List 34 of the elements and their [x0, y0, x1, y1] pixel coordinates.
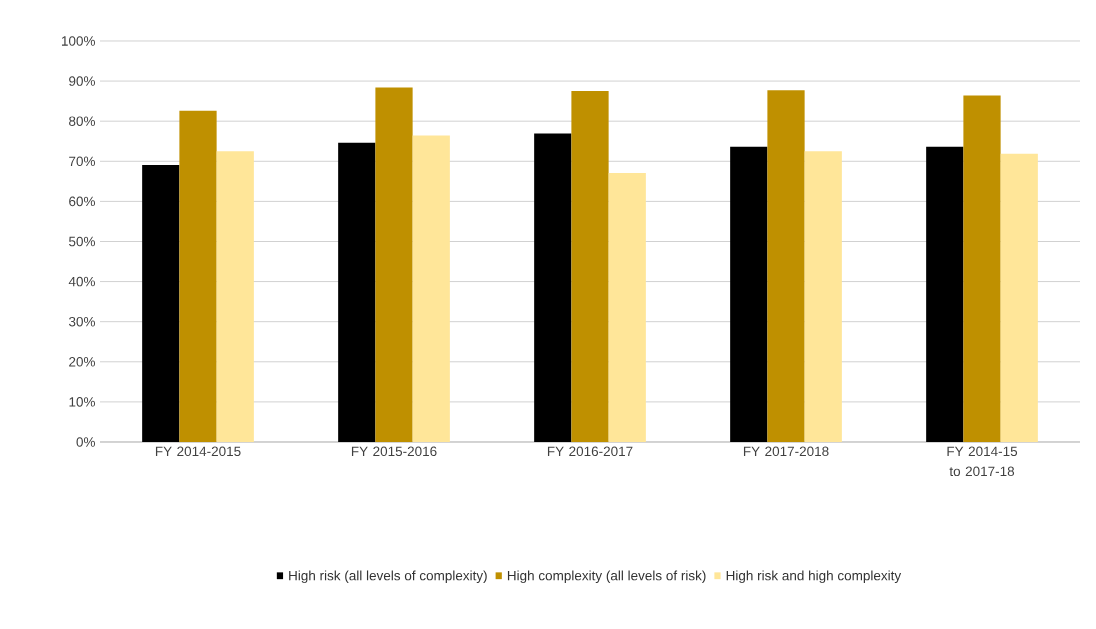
x-tick-label: FY 2014-2015 [155, 446, 241, 457]
y-tick-label: 40% [68, 276, 95, 287]
bar [216, 151, 254, 442]
x-tick-label: FY 2016-2017 [547, 446, 633, 457]
bar [338, 142, 376, 442]
x-tick-label: FY 2015-2016 [351, 446, 437, 457]
bar [767, 90, 805, 442]
y-tick-label: 50% [69, 236, 95, 247]
y-tick-label: 20% [69, 357, 95, 367]
bar [534, 133, 572, 442]
x-tick-label: FY 2017-2018 [743, 446, 829, 457]
bar [571, 91, 609, 442]
bar [963, 95, 1001, 442]
y-tick-label: 30% [68, 316, 95, 327]
bar [412, 135, 450, 442]
bar [1000, 153, 1038, 442]
x-tick-label: FY 2014-15 to 2017-18 [947, 446, 1018, 477]
bar [926, 146, 964, 442]
bar [375, 87, 413, 442]
y-tick-label: 90% [69, 76, 95, 86]
legend-label: High complexity (all levels of risk) [507, 570, 706, 584]
bar [804, 151, 842, 442]
legend-label: High risk and high complexity [726, 570, 902, 584]
y-tick-label: 80% [69, 116, 95, 126]
y-tick-label: 60% [69, 196, 95, 207]
bar [730, 146, 768, 442]
y-tick-label: 70% [69, 156, 95, 167]
bar [608, 172, 646, 442]
y-tick-label: 0% [76, 437, 95, 447]
legend-label: High risk (all levels of complexity) [289, 570, 487, 584]
y-tick-label: 100% [61, 36, 95, 46]
bar [179, 110, 217, 442]
y-tick-label: 10% [69, 397, 95, 407]
bar [142, 164, 180, 442]
